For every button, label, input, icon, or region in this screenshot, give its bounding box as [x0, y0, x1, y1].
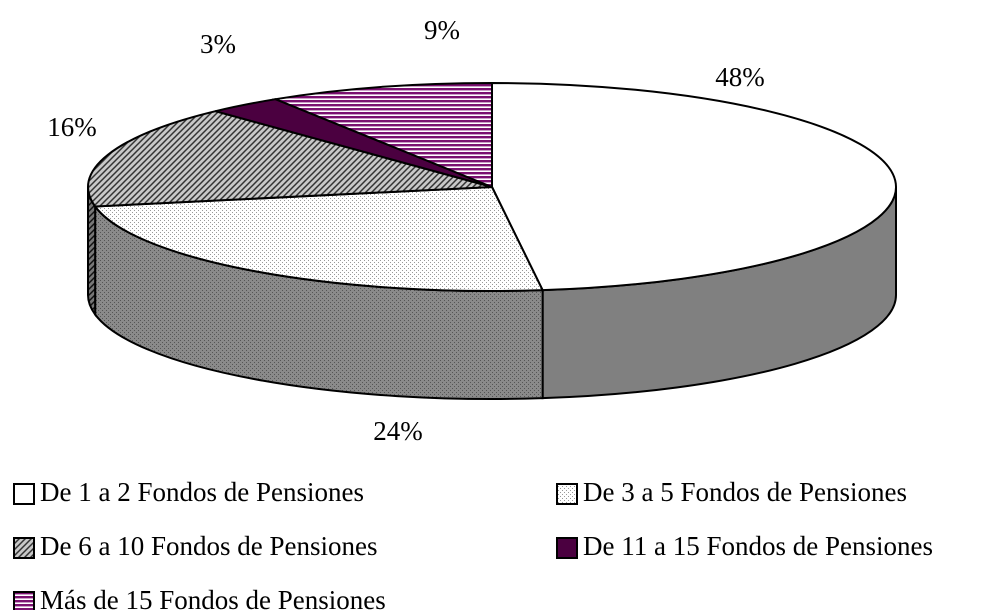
- legend-label: De 11 a 15 Fondos de Pensiones: [583, 531, 933, 561]
- pie-slice: [87, 110, 493, 208]
- pie-slice: [491, 81, 897, 292]
- legend-swatch: [13, 591, 35, 610]
- data-label: 48%: [715, 62, 765, 92]
- legend-label: Más de 15 Fondos de Pensiones: [40, 585, 386, 610]
- legend-swatch: [556, 483, 578, 505]
- pie-slice: [271, 81, 493, 189]
- legend-label: De 6 a 10 Fondos de Pensiones: [40, 531, 377, 561]
- data-label: 16%: [47, 112, 97, 142]
- legend-swatch: [13, 483, 35, 505]
- pie-slice: [93, 185, 545, 292]
- data-label: 3%: [200, 29, 236, 59]
- legend-swatch: [556, 537, 578, 559]
- data-label: 24%: [373, 416, 423, 446]
- legend-label: De 3 a 5 Fondos de Pensiones: [583, 477, 907, 507]
- data-label: 9%: [424, 15, 460, 45]
- legend-label: De 1 a 2 Fondos de Pensiones: [40, 477, 364, 507]
- legend-swatch: [13, 537, 35, 559]
